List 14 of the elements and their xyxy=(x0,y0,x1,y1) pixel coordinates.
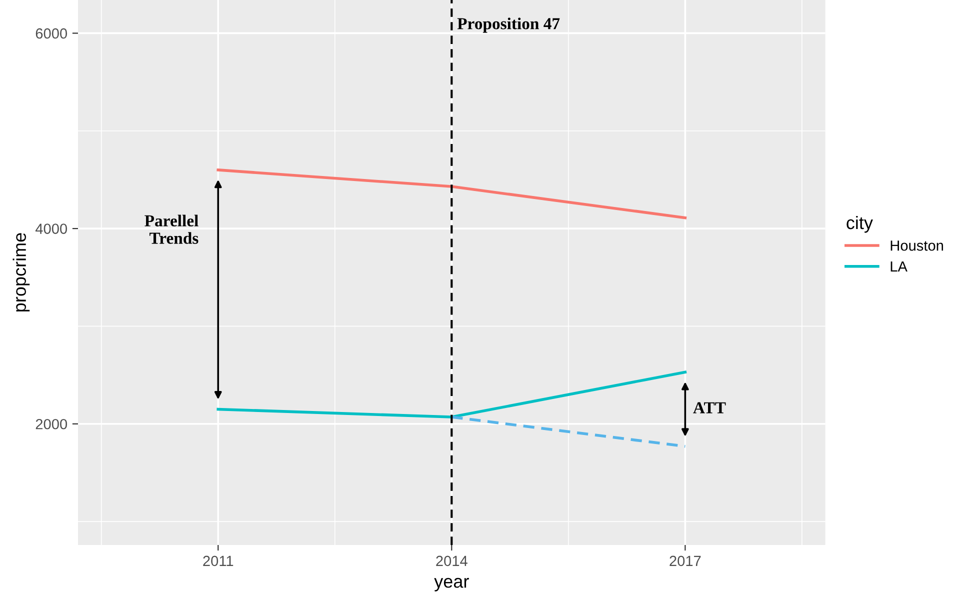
x-tick-label: 2011 xyxy=(203,556,234,566)
y-axis-title: propcrime xyxy=(12,233,30,312)
x-axis-title: year xyxy=(434,578,469,592)
annotation: ATT xyxy=(693,402,726,414)
x-tick-label: 2014 xyxy=(436,556,468,566)
x-tick-label: 2017 xyxy=(670,556,701,566)
ref-line-label: Proposition 47 xyxy=(457,18,560,33)
y-tick-label: 6000 xyxy=(36,28,68,39)
legend-label: LA xyxy=(890,261,908,272)
legend-label: Houston xyxy=(890,240,944,251)
annotation: Parellel Trends xyxy=(144,214,198,244)
legend-title: city xyxy=(846,216,873,233)
y-tick-label: 2000 xyxy=(36,418,68,430)
y-tick-label: 4000 xyxy=(35,224,68,234)
